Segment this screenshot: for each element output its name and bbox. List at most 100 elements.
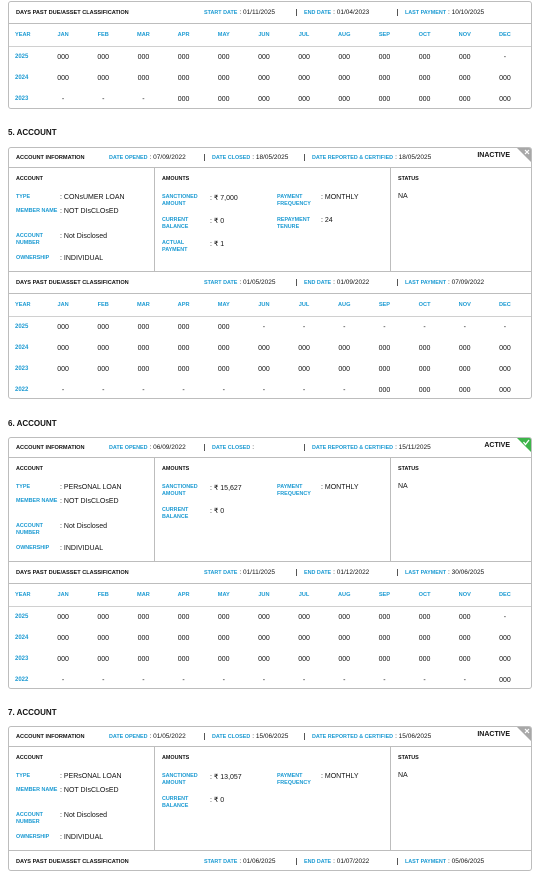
header-cell: APR — [177, 302, 190, 308]
dpd-row: 2025 000 000 000 000 000 000 000 000 000 000 000 - — [9, 607, 531, 628]
dpd-date: START DATE: 01/11/2025 — [204, 9, 275, 16]
account-heading: 5. ACCOUNT — [8, 128, 57, 137]
dpd-cell: 000 — [97, 635, 110, 642]
header-cell: MAY — [217, 592, 230, 598]
dpd-cell: 000 — [258, 75, 270, 82]
dpd-header: YEAR JAN FEB MAR APR MAY JUN JUL AUG SEP OCT NOV DEC — [9, 24, 531, 47]
dpd-cell: 000 — [57, 54, 69, 61]
dpd-cell: 000 — [298, 75, 310, 82]
header-cell: JAN — [57, 32, 69, 38]
dpd-cell: 000 — [499, 387, 511, 394]
field-value: : Not Disclosed — [60, 812, 108, 819]
dpd-cell: 000 — [499, 75, 511, 82]
dpd-row: 2024 000 000 000 000 000 000 000 000 000 000 000 000 — [9, 628, 531, 649]
status-column: STATUS NA — [390, 168, 531, 271]
status-badge: INACTIVE — [477, 152, 510, 159]
dpd-cell: 000 — [137, 656, 150, 663]
header-cell: MAR — [137, 32, 150, 38]
dpd-cell: 000 — [458, 96, 471, 103]
info-value: : 15/11/2025 — [395, 444, 431, 451]
dpd-cell: 000 — [338, 75, 351, 82]
field-label: ACCOUNT NUMBER — [16, 233, 43, 246]
header-cell: SEP — [378, 32, 391, 38]
account-field: ACCOUNT NUMBER: Not Disclosed — [16, 233, 107, 247]
dpd-cell: - — [383, 324, 386, 331]
info-value: : 18/05/2025 — [252, 154, 289, 161]
column-title: ACCOUNT — [16, 755, 43, 761]
dpd-row: 2023 - - - 000 000 000 000 000 000 000 000 000 — [9, 89, 531, 108]
dpd-date: START DATE: 01/11/2025 — [204, 569, 275, 576]
account-field: ACCOUNT NUMBER: Not Disclosed — [16, 523, 107, 537]
dpd-header-row: YEAR JAN FEB MAR APR MAY JUN JUL AUG SEP OCT NOV DEC — [9, 24, 531, 46]
dpd-cell: 000 — [499, 96, 511, 103]
dpd-cell: 000 — [57, 656, 69, 663]
info-bar: ACCOUNT INFORMATION DATE OPENED: 01/05/20… — [9, 727, 531, 747]
info-date: DATE OPENED: 01/05/2022 — [109, 733, 186, 740]
info-bar: ACCOUNT INFORMATION DATE OPENED: 07/09/20… — [9, 148, 531, 168]
header-cell: MAR — [137, 592, 150, 598]
dpd-cell: 000 — [258, 54, 270, 61]
dpd-cell: 000 — [97, 75, 110, 82]
status-badge: ACTIVE — [484, 442, 510, 449]
dpd-cell: 000 — [378, 96, 391, 103]
dpd-date: END DATE: 01/04/2023 — [296, 9, 369, 16]
dpd-cell: - — [302, 677, 306, 684]
info-date: DATE CLOSED: 15/06/2025 — [204, 733, 288, 740]
dpd-label: START DATE — [204, 10, 238, 16]
field-value: : Not Disclosed — [60, 523, 108, 530]
dpd-cell: 000 — [499, 635, 511, 642]
dpd-cell: 000 — [258, 345, 270, 352]
dpd-cell: 000 — [97, 614, 110, 621]
dpd-cell: 000 — [177, 656, 190, 663]
dpd-cell: 000 — [338, 54, 351, 61]
dpd-cell: 000 — [338, 614, 351, 621]
account-field: MEMBER NAME: NOT DIsCLOsED — [16, 208, 119, 215]
header-cell: AUG — [338, 32, 351, 38]
header-cell: JAN — [57, 302, 69, 308]
dpd-cell: 000 — [338, 345, 351, 352]
status-corner — [517, 438, 531, 452]
field-value: : ₹ 0 — [210, 218, 225, 225]
header-cell: NOV — [458, 592, 471, 598]
dpd-cell: 000 — [418, 635, 431, 642]
dpd-cell: 000 — [499, 677, 511, 684]
account-heading: 6. ACCOUNT — [8, 419, 57, 428]
dpd-cell: 000 — [177, 635, 190, 642]
field-value: : INDIVIDUAL — [60, 255, 104, 262]
dpd-cell: 000 — [418, 387, 431, 394]
field-value: : ₹ 1 — [210, 241, 225, 248]
dpd-cell: - — [102, 677, 105, 684]
dpd-cell: 000 — [177, 366, 190, 373]
account-field: OWNERSHIP: INDIVIDUAL — [16, 545, 103, 552]
dpd-value: : 01/05/2025 — [239, 279, 276, 286]
dpd-cell: 000 — [338, 366, 351, 373]
header-cell: YEAR — [15, 32, 31, 38]
dpd-cell: - — [142, 96, 145, 103]
info-value: : 15/06/2025 — [252, 733, 289, 740]
info-label: DATE REPORTED & CERTIFIED — [312, 734, 394, 740]
dpd-cell: 000 — [499, 366, 511, 373]
dpd-cell: - — [61, 677, 65, 684]
dpd-cell: 000 — [137, 75, 150, 82]
account-column: ACCOUNT TYPE: CONsUMER LOAN MEMBER NAME: N… — [9, 168, 154, 271]
account-column: ACCOUNT TYPE: PERsONAL LOAN MEMBER NAME: N… — [9, 747, 154, 850]
dpd-cell: 000 — [177, 54, 190, 61]
header-cell: DEC — [499, 592, 511, 598]
dpd-cell: - — [61, 96, 65, 103]
info-label: DATE OPENED — [109, 445, 148, 451]
dpd-cell: 000 — [177, 345, 190, 352]
dpd-cell: 000 — [378, 75, 391, 82]
dpd-cell: 000 — [298, 366, 310, 373]
amount-field: ACTUAL PAYMENT: ₹ 1 — [162, 240, 224, 254]
dpd-date: LAST PAYMENT: 30/06/2025 — [397, 569, 484, 576]
field-value: : MONTHLY — [321, 773, 359, 780]
header-cell: JUN — [258, 592, 270, 598]
field-value: : NOT DIsCLOsED — [60, 498, 119, 505]
dpd-cell: 000 — [97, 345, 110, 352]
account-details: ACCOUNT TYPE: CONsUMER LOAN MEMBER NAME: N… — [9, 168, 531, 272]
year-cell: 2024 — [15, 75, 29, 81]
dpd-cell: 000 — [57, 324, 69, 331]
info-value: : 07/09/2022 — [149, 154, 186, 161]
dpd-cell: 000 — [458, 656, 471, 663]
